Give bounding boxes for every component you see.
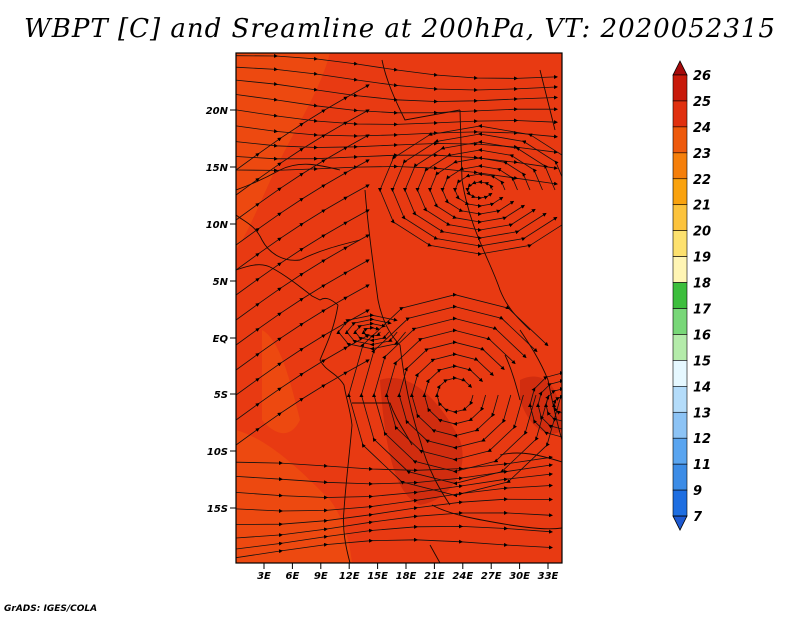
- lon-tick-label: 18E: [396, 571, 417, 582]
- colorbar-segment: [672, 100, 688, 128]
- colorbar-label: 23: [693, 147, 711, 162]
- longitude-axis: 3E 6E 9E 12E 15E 18E 21E 24E 27E 30E 33E: [257, 563, 559, 582]
- colorbar-segment: [672, 74, 688, 102]
- map-frame: [235, 52, 563, 564]
- lat-tick-label: EQ: [213, 334, 229, 345]
- colorbar-label: 17: [693, 303, 712, 318]
- colorbar-label: 16: [693, 328, 711, 343]
- lon-tick-label: 27E: [481, 571, 502, 582]
- colorbar-label: 7: [693, 510, 703, 525]
- colorbar-max-triangle: [672, 60, 688, 76]
- colorbar-label: 13: [693, 406, 711, 421]
- streamline: [378, 124, 562, 256]
- colorbar-segment: [672, 230, 688, 257]
- colorbar-segment: [672, 411, 688, 439]
- colorbar-label: 22: [693, 173, 711, 188]
- lon-tick-label: 12E: [339, 571, 360, 582]
- colorbar-label: 12: [693, 432, 711, 447]
- streamline: [528, 371, 562, 438]
- colorbar-label: 9: [693, 484, 702, 499]
- lon-tick-label: 6E: [286, 571, 300, 582]
- colorbar-label: 25: [693, 95, 711, 110]
- colorbar-segment: [672, 308, 688, 335]
- streamline: [336, 313, 406, 351]
- lat-tick-label: 20N: [206, 106, 229, 117]
- colorbar-label: 21: [693, 199, 711, 214]
- colorbar-segment: [672, 437, 688, 465]
- grads-credit: GrADS: IGES/COLA: [4, 604, 98, 614]
- colorbar-segment: [672, 178, 688, 206]
- lat-tick-label: 10S: [207, 447, 228, 458]
- lat-tick-label: 15N: [206, 163, 229, 174]
- colorbar: 26 25 24 23 22 21 20 19 18 17 16 15 14 13 12 11 9 7: [672, 60, 712, 531]
- colorbar-segment: [672, 463, 688, 491]
- lat-tick-label: 15S: [207, 504, 228, 515]
- colorbar-segment: [672, 282, 688, 309]
- streamline: [236, 537, 553, 559]
- colorbar-segment: [672, 489, 688, 517]
- colorbar-label: 15: [693, 354, 711, 369]
- colorbar-label: 11: [693, 458, 711, 473]
- colorbar-segment: [672, 334, 688, 361]
- lon-tick-label: 3E: [257, 571, 271, 582]
- streamline: [236, 359, 370, 446]
- colorbar-min-triangle: [672, 515, 688, 531]
- colorbar-label: 19: [693, 251, 711, 266]
- colorbar-label: 14: [693, 380, 711, 395]
- chart-title: WBPT [C] and Sreamline at 200hPa, VT: 20…: [24, 14, 776, 44]
- colorbar-segment: [672, 126, 688, 154]
- colorbar-label: 26: [693, 69, 711, 84]
- lon-tick-label: 15E: [367, 571, 388, 582]
- colorbar-segment: [672, 204, 688, 231]
- colorbar-segment: [672, 360, 688, 387]
- colorbar-label: 18: [693, 277, 711, 292]
- lon-tick-label: 21E: [424, 571, 445, 582]
- colorbar-label: 24: [693, 121, 711, 136]
- lon-tick-label: 33E: [538, 571, 559, 582]
- lat-tick-label: 10N: [206, 220, 229, 231]
- lat-tick-label: 5S: [214, 390, 228, 401]
- lon-tick-label: 24E: [452, 571, 473, 582]
- map-area[interactable]: [236, 53, 580, 563]
- lon-tick-label: 30E: [509, 571, 530, 582]
- colorbar-segment: [672, 256, 688, 283]
- streamlines: [236, 53, 562, 559]
- colorbar-label: 20: [693, 225, 711, 240]
- colorbar-segment: [672, 152, 688, 180]
- latitude-axis: 20N 15N 10N 5N EQ 5S 10S 15S: [206, 106, 236, 515]
- lon-tick-label: 9E: [314, 571, 328, 582]
- colorbar-segment: [672, 386, 688, 413]
- lat-tick-label: 5N: [213, 277, 229, 288]
